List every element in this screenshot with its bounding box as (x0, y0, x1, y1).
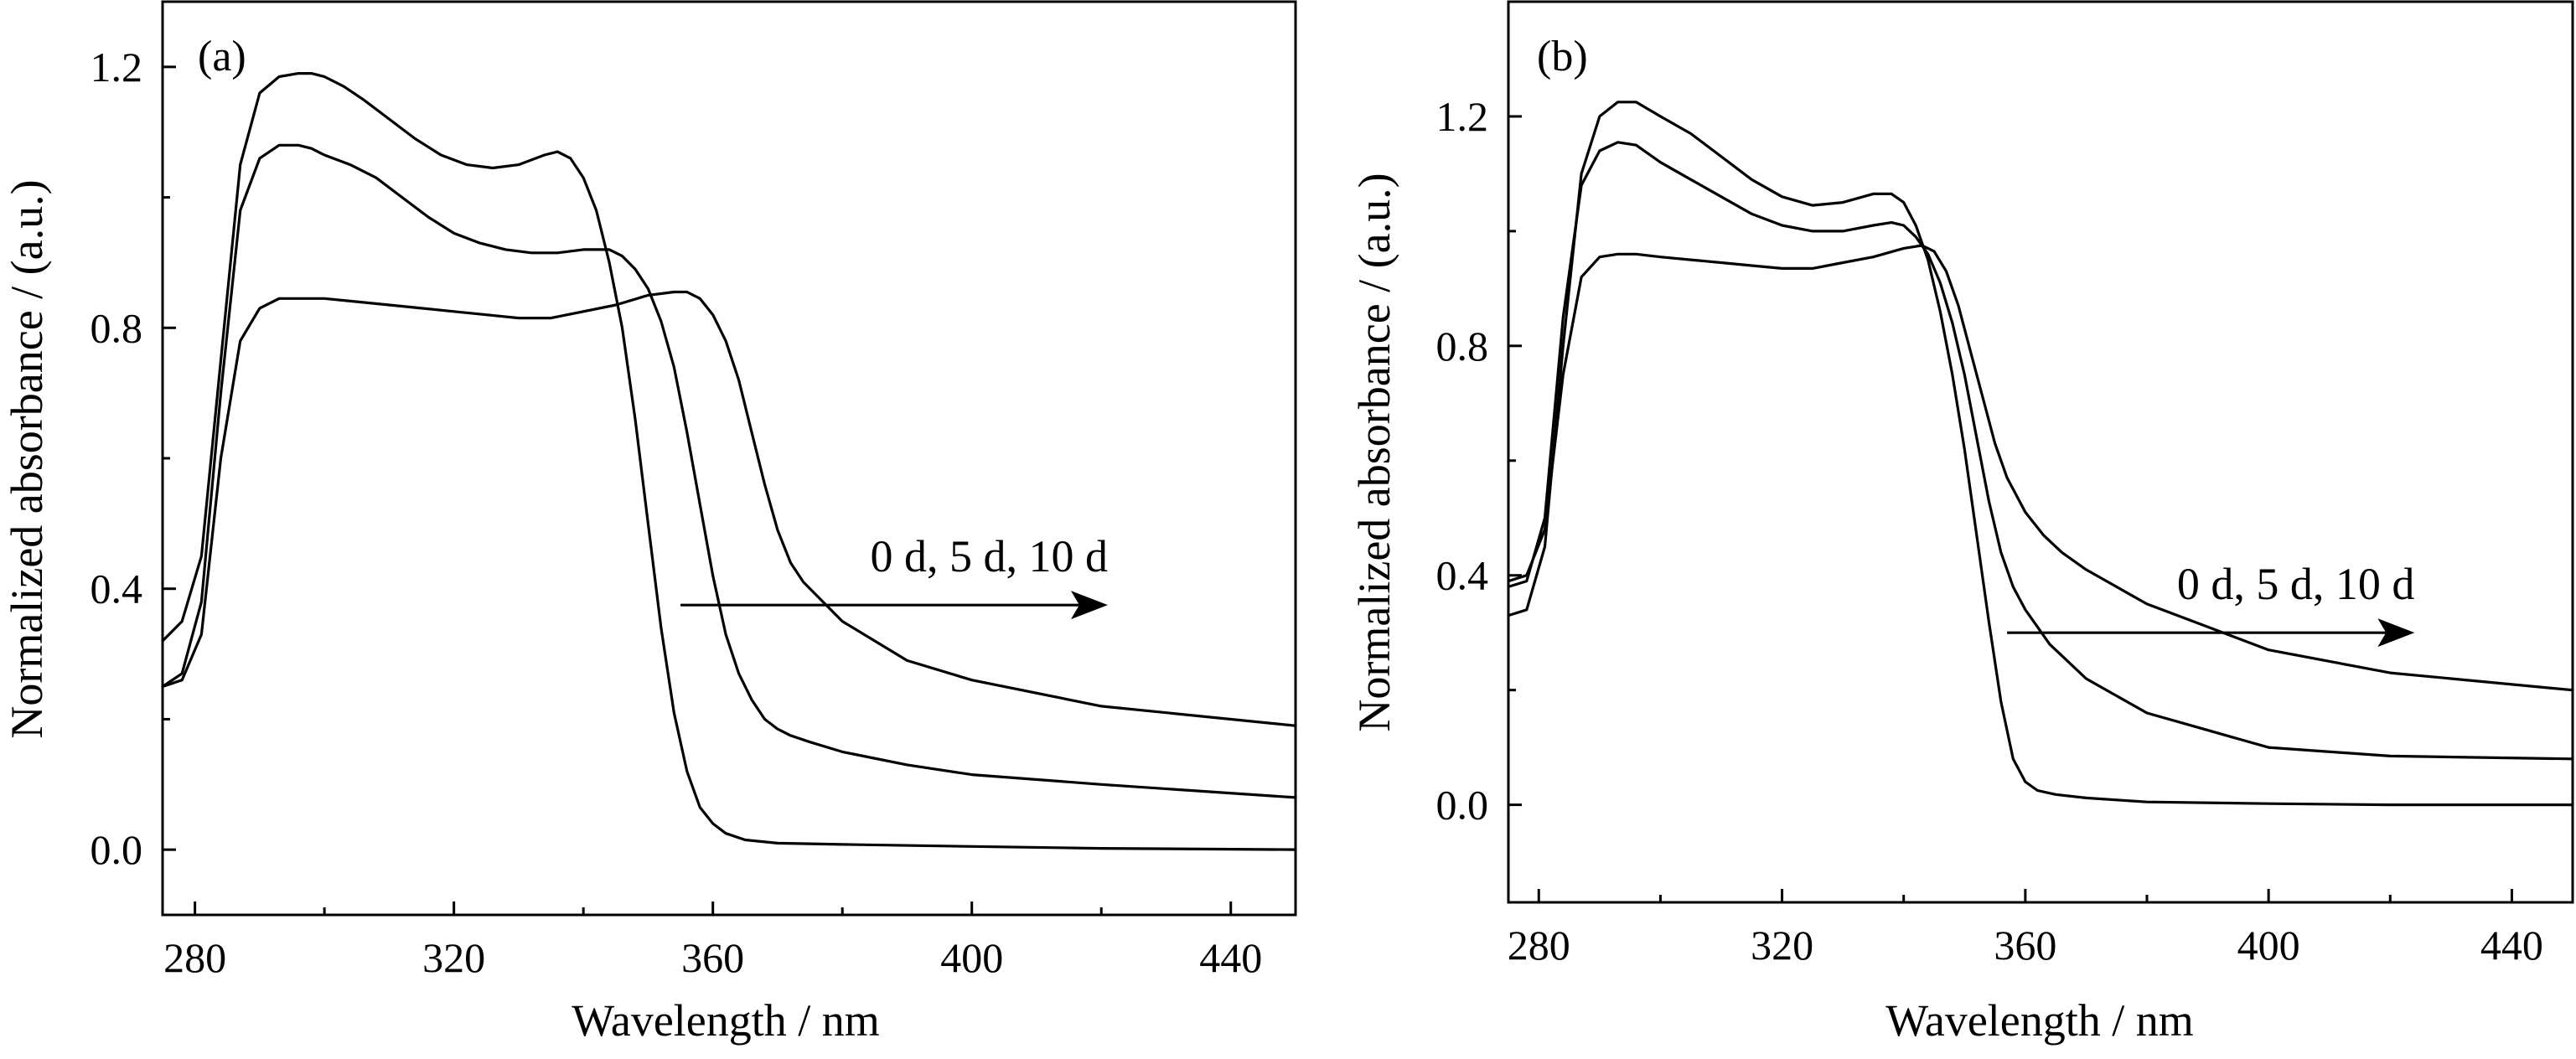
panel-b-y-tick-label: 1.2 (1436, 93, 1489, 140)
panel-b-x-tick-label: 360 (1994, 922, 2056, 969)
panel-a-series-3-line (161, 290, 1297, 727)
panel-a-ticks (163, 65, 1233, 915)
panel-b-series-1-line (1507, 101, 2574, 807)
panel-a-label: (a) (198, 33, 246, 80)
panel-a-tick-labels: 280 320 360 400 440 0.0 0.4 0.8 1.2 (91, 44, 1263, 981)
panel-b-x-tick-label: 400 (2237, 922, 2300, 969)
panel-a-x-tick-label: 400 (940, 934, 1003, 981)
panel-a-x-axis-label: Wavelength / nm (572, 995, 880, 1046)
panel-a-frame (161, 0, 1297, 917)
panel-b-curves (1507, 101, 2574, 807)
panel-b-x-tick-label: 320 (1751, 922, 1813, 969)
panel-b-x-tick-label: 280 (1508, 922, 1570, 969)
panel-b-label: (b) (1537, 33, 1588, 80)
panel-a-x-tick-label: 320 (422, 934, 485, 981)
panel-b-annotation-text: 0 d, 5 d, 10 d (2177, 559, 2415, 609)
panel-b-y-tick-label: 0.0 (1436, 782, 1489, 829)
panel-b-series-3-line (1507, 244, 2574, 692)
panel-b-x-tick-label: 440 (2480, 922, 2543, 969)
panel-a-x-tick-label: 280 (163, 934, 226, 981)
panel-b-y-tick-label: 0.8 (1436, 323, 1489, 369)
panel-b-series-2-line (1507, 141, 2574, 761)
panel-a-annotation: 0 d, 5 d, 10 d (680, 531, 1108, 620)
panel-a-y-tick-label: 0.4 (91, 566, 143, 612)
panel-b-y-tick-label: 0.4 (1436, 552, 1489, 599)
panel-a-arrow-head (1070, 591, 1108, 620)
panel-a-curves (161, 72, 1297, 851)
panel-a-series-2-line (161, 143, 1297, 799)
panel-a-y-tick-label: 1.2 (91, 44, 143, 90)
panel-b-x-axis-label: Wavelength / nm (1885, 995, 2194, 1046)
panel-b-frame (1507, 0, 2574, 904)
panel-b-y-axis-label: Normalized absorbance / (a.u.) (1349, 173, 1399, 731)
panel-b-ticks (1508, 115, 2513, 902)
panel-b-arrow-head (2377, 618, 2415, 648)
panel-a: 280 320 360 400 440 0.0 0.4 0.8 1.2 (a) Waveleng… (2, 0, 1297, 1046)
panel-a-annotation-text: 0 d, 5 d, 10 d (870, 531, 1108, 581)
panel-b-tick-labels: 280 320 360 400 440 0.0 0.4 0.8 1.2 (1436, 93, 2543, 969)
panel-a-y-tick-label: 0.8 (91, 304, 143, 351)
panel-b: 280 320 360 400 440 0.0 0.4 0.8 1.2 (b) Waveleng… (1349, 0, 2574, 1046)
panel-a-x-tick-label: 360 (681, 934, 744, 981)
panel-a-series-1-line (161, 72, 1297, 851)
panel-b-annotation: 0 d, 5 d, 10 d (2007, 559, 2415, 648)
panel-a-y-axis-label: Normalized absorbance / (a.u.) (2, 179, 52, 738)
panel-a-x-tick-label: 440 (1199, 934, 1262, 981)
panel-a-y-tick-label: 0.0 (91, 826, 143, 873)
